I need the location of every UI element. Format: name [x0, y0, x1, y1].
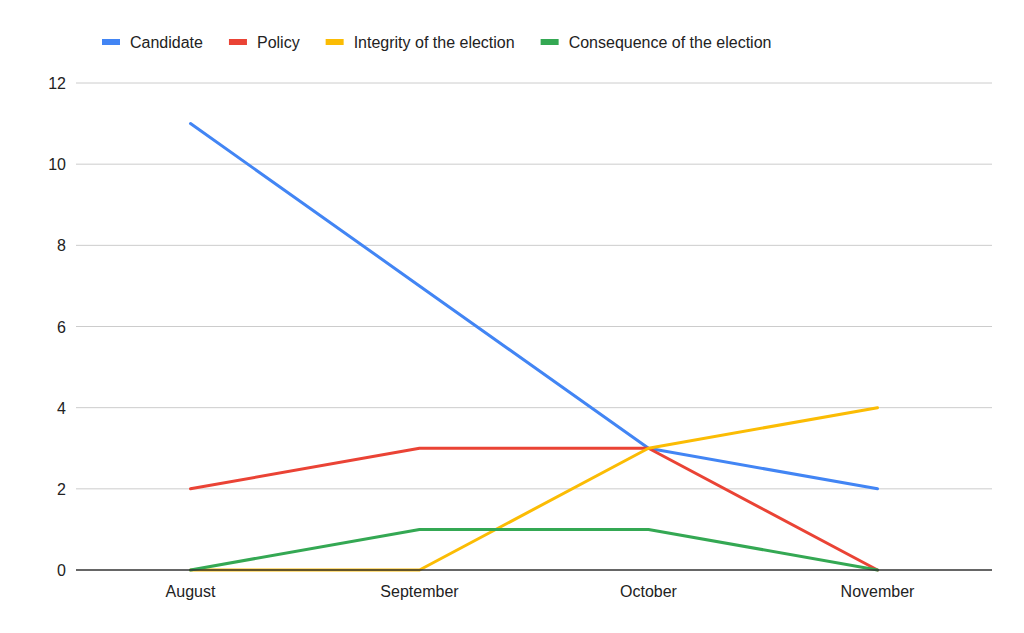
- grid-line: [76, 407, 992, 408]
- y-tick-label: 0: [57, 562, 66, 579]
- x-tick-label: October: [620, 583, 678, 600]
- series-line: [191, 529, 878, 570]
- legend-label: Integrity of the election: [354, 34, 515, 51]
- legend-label: Consequence of the election: [569, 34, 772, 51]
- legend-swatch: [326, 39, 344, 45]
- legend-label: Candidate: [130, 34, 203, 51]
- grid-line: [76, 245, 992, 246]
- y-tick-label: 10: [48, 156, 66, 173]
- legend-label: Policy: [257, 34, 300, 51]
- legend-swatch: [102, 39, 120, 45]
- y-tick-label: 8: [57, 237, 66, 254]
- grid-line: [76, 488, 992, 489]
- chart-container: 0 2 4 6 8 10 12 August September October November C…: [0, 0, 1024, 633]
- y-tick-label: 12: [48, 75, 66, 92]
- y-tick-label: 6: [57, 319, 66, 336]
- chart-svg: 0 2 4 6 8 10 12 August September October November C…: [0, 0, 1024, 633]
- x-tick-label: September: [380, 583, 459, 600]
- legend-swatch: [229, 39, 247, 45]
- grid-line: [76, 83, 992, 84]
- x-tick-label: August: [166, 583, 216, 600]
- grid-line: [76, 326, 992, 327]
- x-axis-line: [76, 569, 992, 571]
- series-line: [191, 124, 878, 489]
- series-line: [191, 408, 878, 570]
- plot-area: [191, 124, 878, 570]
- y-tick-label: 4: [57, 400, 66, 417]
- grid-line: [76, 164, 992, 165]
- legend-swatch: [541, 39, 559, 45]
- y-tick-label: 2: [57, 481, 66, 498]
- x-tick-label: November: [841, 583, 915, 600]
